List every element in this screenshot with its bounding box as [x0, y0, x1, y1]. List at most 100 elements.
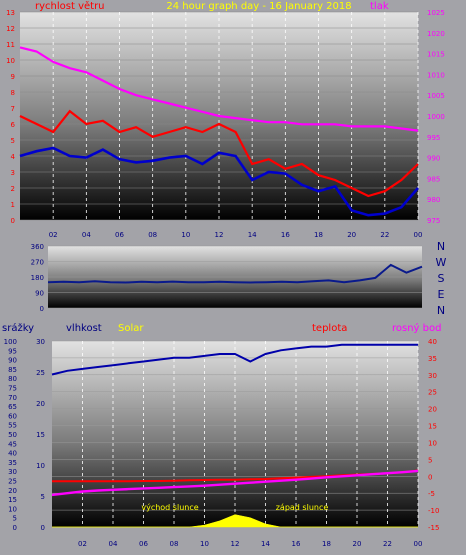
solar-area [52, 514, 418, 528]
rain-tick: 30 [8, 468, 17, 476]
wind-x-tick: 00 [414, 231, 423, 239]
wind-speed-tick: 9 [11, 73, 15, 81]
compass-label: W [436, 256, 447, 269]
pressure-line [19, 46, 419, 132]
wind-x-tick: 18 [314, 231, 323, 239]
sunset-label: západ slunce [276, 503, 329, 512]
wind-speed-tick: 5 [11, 137, 15, 145]
rain-tick: 65 [8, 403, 17, 411]
compass-label: N [437, 240, 445, 253]
temperature-x-tick: 04 [109, 540, 118, 548]
humidity-tick: 30 [36, 338, 45, 346]
solar-axis-label: Solar [118, 323, 144, 334]
temperature-tick: 15 [428, 423, 437, 431]
humidity-line [51, 343, 418, 376]
humidity-tick: 0 [41, 524, 45, 532]
sunrise-label: východ slunce [141, 503, 198, 512]
humidity-tick: 20 [36, 400, 45, 408]
humidity-tick: 15 [36, 431, 45, 439]
temperature-tick: 5 [428, 456, 432, 464]
temperature-tick: -5 [428, 490, 435, 498]
wind-speed-tick: 1 [11, 201, 15, 209]
wind-x-tick: 14 [248, 231, 257, 239]
temperature-x-tick: 00 [414, 540, 423, 548]
compass-label: S [438, 272, 445, 285]
wind-x-tick: 10 [181, 231, 190, 239]
temperature-x-tick: 22 [383, 540, 392, 548]
wind-x-tick: 02 [49, 231, 58, 239]
rain-tick: 80 [8, 375, 17, 383]
wind-gust-line [19, 146, 419, 217]
rain-tick: 40 [8, 450, 17, 458]
humidity-tick: 25 [36, 369, 45, 377]
temperature-x-tick: 18 [322, 540, 331, 548]
temperature-tick: 30 [428, 372, 437, 380]
wind-speed-tick: 8 [11, 89, 15, 97]
pressure-tick: 975 [427, 217, 440, 225]
wind-speed-tick: 11 [6, 41, 15, 49]
wind-speed-axis-label: rychlost větru [35, 0, 105, 12]
rain-tick: 45 [8, 440, 17, 448]
direction-tick: 360 [31, 243, 44, 251]
temperature-axis-label: teplota [312, 323, 347, 334]
rain-axis-label: srážky [2, 322, 34, 334]
rain-tick: 55 [8, 422, 17, 430]
wind-speed-tick: 13 [6, 9, 15, 17]
pressure-tick: 1025 [427, 9, 445, 17]
wind-speed-tick: 3 [11, 169, 15, 177]
wind-speed-tick: 6 [11, 121, 16, 129]
pressure-tick: 980 [427, 196, 440, 204]
rain-tick: 100 [4, 338, 17, 346]
wind-x-tick: 12 [215, 231, 224, 239]
wind-speed-tick: 10 [6, 57, 15, 65]
rain-tick: 15 [8, 496, 17, 504]
temperature-tick: 10 [428, 439, 437, 447]
wind-direction-line [47, 263, 423, 284]
direction-tick: 0 [40, 305, 44, 313]
rain-tick: 0 [13, 524, 17, 532]
rain-tick: 70 [8, 394, 17, 402]
rain-tick: 5 [13, 515, 17, 523]
wind-x-tick: 20 [347, 231, 356, 239]
pressure-tick: 1000 [427, 113, 445, 121]
pressure-axis-label: tlak [370, 1, 389, 12]
rain-tick: 10 [8, 505, 17, 513]
wind-x-tick: 08 [148, 231, 157, 239]
temperature-tick: 40 [428, 338, 437, 346]
rain-tick: 75 [8, 385, 17, 393]
direction-tick: 90 [35, 290, 44, 298]
rain-tick: 20 [8, 487, 17, 495]
temperature-x-tick: 20 [353, 540, 362, 548]
pressure-tick: 1005 [427, 92, 445, 100]
rain-tick: 60 [8, 412, 17, 420]
direction-tick: 270 [31, 259, 44, 267]
rain-tick: 50 [8, 431, 17, 439]
temperature-x-tick: 12 [231, 540, 240, 548]
temperature-x-tick: 14 [261, 540, 270, 548]
rain-tick: 95 [8, 347, 17, 355]
wind-x-tick: 06 [115, 231, 124, 239]
compass-label: E [438, 288, 445, 301]
wind-speed-tick: 12 [6, 25, 15, 33]
wind-x-tick: 16 [281, 231, 290, 239]
temperature-tick: 35 [428, 355, 437, 363]
wind-speed-tick: 7 [11, 105, 15, 113]
temperature-tick: -10 [428, 507, 439, 515]
dewpoint-line [51, 469, 419, 497]
humidity-axis-label: vlhkost [66, 323, 102, 334]
wind-speed-line [19, 109, 419, 198]
temperature-tick: 0 [428, 473, 432, 481]
pressure-tick: 990 [427, 155, 440, 163]
wind-x-tick: 22 [380, 231, 389, 239]
temperature-tick: 25 [428, 389, 437, 397]
rain-tick: 90 [8, 357, 17, 365]
humidity-tick: 5 [41, 493, 45, 501]
temperature-x-tick: 02 [78, 540, 87, 548]
wind-speed-tick: 0 [11, 217, 15, 225]
pressure-tick: 1015 [427, 51, 445, 59]
pressure-tick: 1010 [427, 71, 445, 79]
pressure-tick: 995 [427, 134, 440, 142]
wind-speed-tick: 4 [11, 153, 16, 161]
rain-tick: 25 [8, 478, 17, 486]
